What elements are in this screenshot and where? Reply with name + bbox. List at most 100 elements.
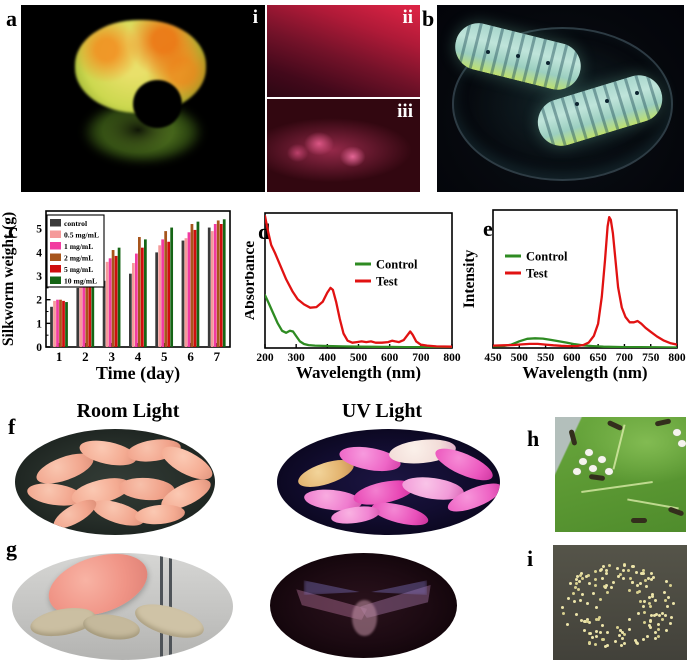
egg-dot [634, 571, 638, 575]
svg-text:1 mg/mL: 1 mg/mL [64, 242, 93, 251]
silkworm-weight-bar-chart: 0 1 2 3 4 5 1 2 3 4 5 6 7 Time (day) Silkworm weight (… [0, 210, 231, 384]
egg-dot [587, 581, 591, 585]
egg-dot [619, 572, 623, 576]
egg-dot [574, 582, 578, 586]
egg-dot [616, 574, 620, 578]
egg-dot [579, 572, 583, 576]
fluorescence-intensity-chart: 450 500 550 600 650 700 750 800 Wavelength (nm) I… [462, 209, 686, 382]
egg-dot [605, 572, 609, 576]
svg-text:4: 4 [135, 349, 142, 364]
egg-dot [575, 574, 579, 578]
egg-dot [664, 579, 668, 583]
egg-dot [670, 615, 674, 619]
egg-dot [622, 563, 626, 567]
egg-dot [661, 612, 665, 616]
egg-dot [637, 590, 641, 594]
egg-dot [638, 599, 642, 603]
egg-dot [598, 631, 602, 635]
egg-dot [663, 598, 667, 602]
svg-text:Control: Control [526, 250, 568, 264]
egg-dot [581, 593, 585, 597]
svg-text:Control: Control [376, 258, 418, 272]
egg-dot [608, 563, 612, 567]
larva [588, 473, 606, 481]
silkworm-spot [486, 49, 491, 54]
moth-wing-edge [303, 580, 360, 595]
svg-text:1: 1 [36, 318, 42, 330]
moths-cocoon-room-light-photo [12, 553, 233, 660]
svg-text:400: 400 [319, 352, 337, 364]
svg-text:Silkworm weight (g): Silkworm weight (g) [0, 212, 17, 346]
egg-dot [595, 605, 599, 609]
egg-dot [649, 620, 653, 624]
svg-text:Test: Test [526, 267, 549, 281]
egg-dot [626, 568, 630, 572]
egg [589, 465, 598, 473]
egg-dot [583, 619, 587, 623]
egg-dot [605, 584, 609, 588]
egg-dot [575, 613, 579, 617]
svg-text:5 mg/mL: 5 mg/mL [64, 265, 93, 274]
egg-dot [651, 594, 655, 598]
uv-light-header: UV Light [341, 400, 423, 422]
egg-dot [662, 590, 666, 594]
egg-dot [629, 577, 633, 581]
panel-label-f: f [8, 414, 16, 439]
egg-dot [565, 623, 569, 627]
egg-dot [594, 577, 597, 581]
egg-dot [633, 638, 637, 642]
panel-label-c: c [8, 218, 18, 243]
egg-dot [648, 602, 652, 606]
egg-dot [604, 568, 608, 572]
egg [585, 449, 594, 457]
moth-body [352, 600, 377, 636]
svg-text:800: 800 [443, 352, 461, 364]
panel-label-i: i [527, 546, 534, 571]
egg-dot [616, 567, 620, 571]
egg-dot [616, 625, 620, 629]
egg-dot [649, 572, 653, 576]
svg-text:Time (day): Time (day) [96, 363, 180, 384]
egg-dot [651, 592, 655, 596]
egg-dot [656, 627, 660, 631]
egg-dot [641, 637, 645, 641]
egg [672, 428, 681, 436]
egg-dot [672, 601, 676, 605]
egg-dot [594, 617, 598, 621]
egg-dot [643, 579, 647, 583]
silkmoth [81, 611, 142, 643]
svg-text:1: 1 [56, 349, 63, 364]
egg [678, 440, 686, 447]
egg-dot [649, 613, 653, 617]
egg-dot [588, 641, 592, 645]
egg-dot [613, 639, 617, 643]
egg-dot [587, 573, 591, 577]
silkworm-spot [634, 91, 639, 96]
egg-dot [635, 641, 639, 645]
egg-dot [631, 580, 635, 584]
egg-dot [611, 581, 615, 585]
larva [630, 518, 647, 524]
egg-dot [646, 576, 650, 580]
egg-dot [604, 586, 608, 590]
egg-dot [653, 599, 657, 603]
egg-dot [592, 592, 596, 596]
egg-dot [664, 629, 668, 633]
egg-dot [637, 611, 641, 615]
egg-dot [582, 628, 586, 632]
egg-dot [657, 634, 661, 638]
svg-text:750: 750 [642, 352, 660, 364]
svg-text:300: 300 [288, 352, 306, 364]
egg-dot [594, 584, 598, 588]
egg [604, 467, 613, 475]
egg-dot [590, 635, 594, 639]
egg-dot [600, 568, 604, 571]
egg-dot [577, 579, 581, 583]
moth-wing-edge [370, 580, 428, 595]
panel-label-g: g [6, 536, 17, 561]
svg-text:Wavelength (nm): Wavelength (nm) [296, 363, 421, 382]
egg-dot [628, 588, 632, 592]
egg-dot [602, 637, 606, 641]
egg-dot [572, 599, 576, 603]
